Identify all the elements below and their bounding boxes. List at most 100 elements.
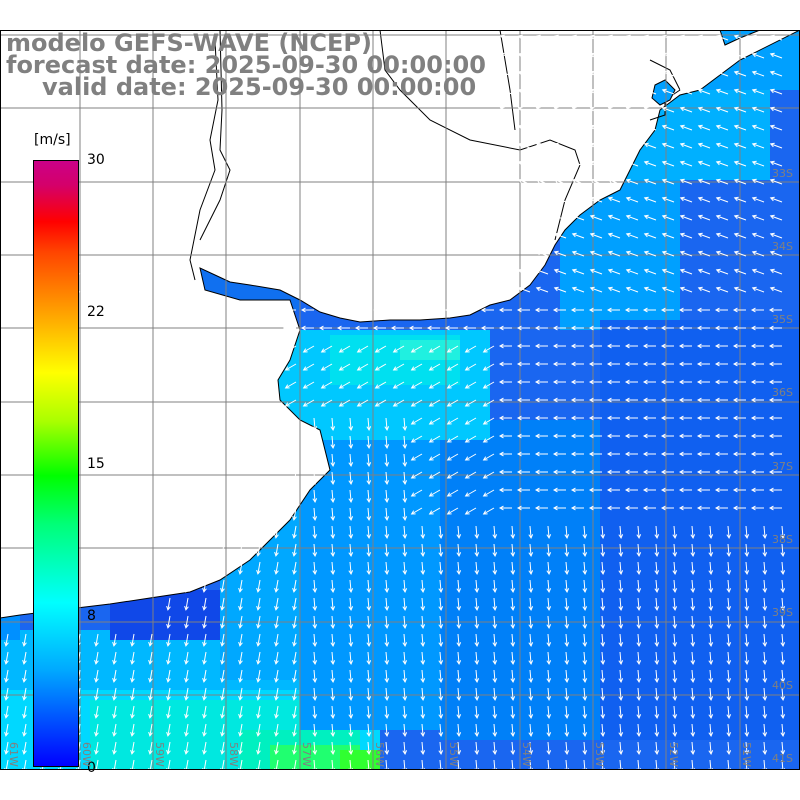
wind-arrow-head — [546, 588, 552, 593]
wind-arrow-head — [534, 379, 540, 385]
wind-arrow — [583, 579, 586, 592]
wind-arrow-head — [625, 214, 631, 220]
wind-arrow-head — [256, 731, 261, 737]
wind-arrow-head — [726, 660, 732, 665]
wind-arrow — [385, 561, 388, 574]
lat-label: 39S — [772, 606, 793, 619]
wind-arrow-head — [408, 307, 414, 313]
wind-arrow-head — [678, 379, 684, 385]
wind-arrow — [167, 669, 171, 682]
wind-arrow — [367, 561, 370, 574]
wind-arrow — [745, 615, 748, 628]
wind-arrow — [257, 507, 261, 520]
wind-arrow — [493, 615, 496, 628]
wind-arrow-head — [624, 415, 630, 421]
wind-arrow-head — [589, 250, 595, 256]
wind-arrow — [727, 741, 730, 754]
wind-arrow — [447, 471, 459, 479]
wind-arrow — [14, 269, 27, 275]
wind-arrow-head — [312, 642, 318, 647]
wind-arrow — [709, 651, 712, 664]
wind-arrow-head — [402, 516, 408, 521]
wind-arrow-head — [338, 402, 344, 407]
wind-arrow-head — [112, 659, 117, 665]
wind-arrow-head — [499, 34, 505, 40]
wind-arrow — [698, 269, 711, 275]
wind-arrow-head — [714, 343, 720, 349]
wind-arrow-head — [660, 505, 666, 511]
wind-arrow — [590, 197, 603, 203]
wind-arrow — [565, 543, 568, 556]
wind-arrow-head — [516, 343, 522, 349]
wind-arrow-head — [474, 534, 480, 539]
wind-arrow — [601, 615, 604, 628]
wind-arrow-head — [499, 286, 505, 292]
wind-arrow-head — [366, 732, 372, 737]
wind-arrow-head — [780, 588, 786, 593]
wind-arrow-head — [643, 88, 649, 94]
wind-arrow — [709, 705, 712, 718]
wind-arrow — [601, 705, 604, 718]
wind-arrow-head — [202, 713, 207, 719]
wind-arrow — [680, 215, 693, 221]
wind-arrow-head — [690, 534, 696, 539]
wind-arrow — [709, 669, 712, 682]
wind-arrow — [608, 287, 621, 293]
wind-arrow — [727, 723, 730, 736]
wind-arrow-head — [606, 451, 612, 457]
wind-arrow — [403, 579, 406, 592]
wind-arrow — [493, 741, 496, 754]
wind-arrow-head — [636, 696, 642, 701]
wind-arrow-head — [366, 426, 372, 431]
wind-arrow — [475, 633, 478, 646]
wind-arrow — [257, 597, 261, 610]
wind-arrow-head — [528, 552, 534, 557]
wind-arrow — [131, 687, 135, 700]
wind-arrow-head — [768, 505, 774, 511]
wind-arrow — [5, 705, 9, 718]
wind-arrow — [375, 345, 387, 353]
wind-arrow-head — [426, 325, 432, 331]
wind-arrow — [536, 287, 549, 293]
wind-arrow-head — [672, 534, 678, 539]
wind-arrow — [367, 489, 370, 502]
wind-arrow-head — [607, 88, 613, 94]
wind-arrow — [536, 107, 549, 113]
wind-arrow — [385, 633, 388, 646]
wind-arrow-head — [384, 696, 390, 701]
wind-arrow — [500, 35, 513, 41]
wind-arrow — [385, 543, 388, 556]
wind-arrow-head — [552, 487, 558, 493]
wind-arrow-head — [607, 142, 613, 148]
wind-arrow-head — [456, 732, 462, 737]
wind-arrow — [734, 71, 747, 77]
wind-arrow-head — [492, 588, 498, 593]
wind-arrow — [781, 633, 784, 646]
wind-arrow-head — [769, 214, 775, 220]
wind-arrow-head — [769, 232, 775, 238]
wind-arrow-head — [516, 379, 522, 385]
wind-arrow-head — [733, 160, 739, 166]
wind-arrow-head — [492, 732, 498, 737]
wind-arrow-head — [474, 696, 480, 701]
wind-arrow — [403, 453, 406, 466]
wind-arrow — [475, 525, 478, 538]
wind-arrow — [709, 561, 712, 574]
wind-arrow-head — [751, 106, 757, 112]
wind-arrow-head — [780, 642, 786, 647]
wind-arrow — [608, 35, 621, 41]
wind-arrow — [536, 215, 549, 221]
wind-arrow — [313, 417, 316, 430]
wind-arrow — [275, 705, 279, 718]
wind-arrow-head — [390, 325, 396, 331]
wind-arrow — [763, 561, 766, 574]
wind-arrow — [644, 89, 657, 95]
wind-arrow — [536, 125, 549, 131]
wind-arrow-head — [589, 34, 595, 40]
wind-arrow-head — [312, 462, 318, 467]
wind-arrow — [680, 89, 693, 95]
wind-arrow — [583, 669, 586, 682]
wind-arrow-head — [607, 286, 613, 292]
wind-arrow-head — [94, 731, 99, 737]
wind-arrow-head — [402, 588, 408, 593]
